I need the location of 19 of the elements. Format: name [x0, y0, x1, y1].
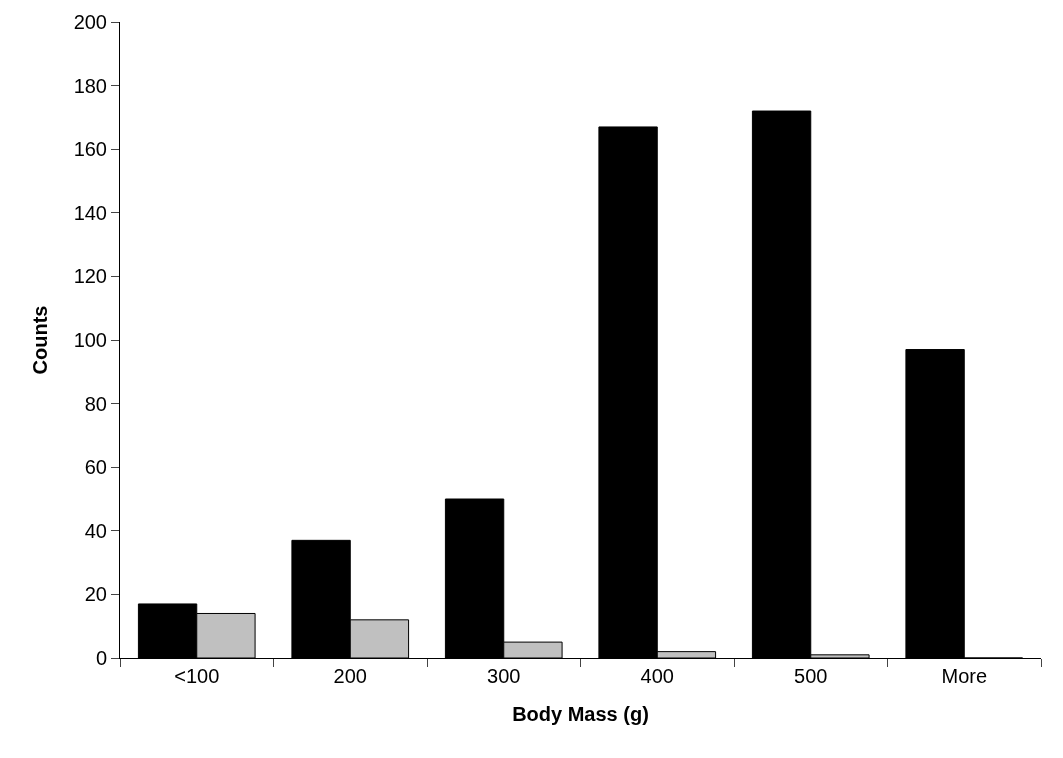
y-tick-label: 40: [84, 519, 107, 542]
y-tick-label: 100: [73, 329, 107, 351]
y-tick-label: 20: [84, 583, 107, 606]
y-tick-label: 140: [73, 201, 107, 224]
x-tick-label: 200: [333, 665, 367, 687]
x-tick-label: 500: [794, 665, 828, 687]
x-tick-label: More: [941, 665, 988, 687]
x-tick-label: <100: [174, 665, 220, 687]
y-tick-label: 200: [73, 11, 107, 33]
y-tick-label: 120: [73, 265, 107, 288]
y-tick-label: 60: [84, 456, 107, 479]
x-tick-label: 300: [487, 665, 521, 687]
y-tick-label: 80: [84, 392, 107, 415]
y-tick-label: 180: [73, 74, 107, 97]
y-tick-label: 0: [95, 647, 107, 669]
x-axis-title: Body Mass (g): [512, 702, 649, 725]
y-axis-title: Counts: [29, 305, 52, 375]
y-tick-label: 160: [73, 138, 107, 161]
x-tick-label: 400: [640, 665, 674, 687]
